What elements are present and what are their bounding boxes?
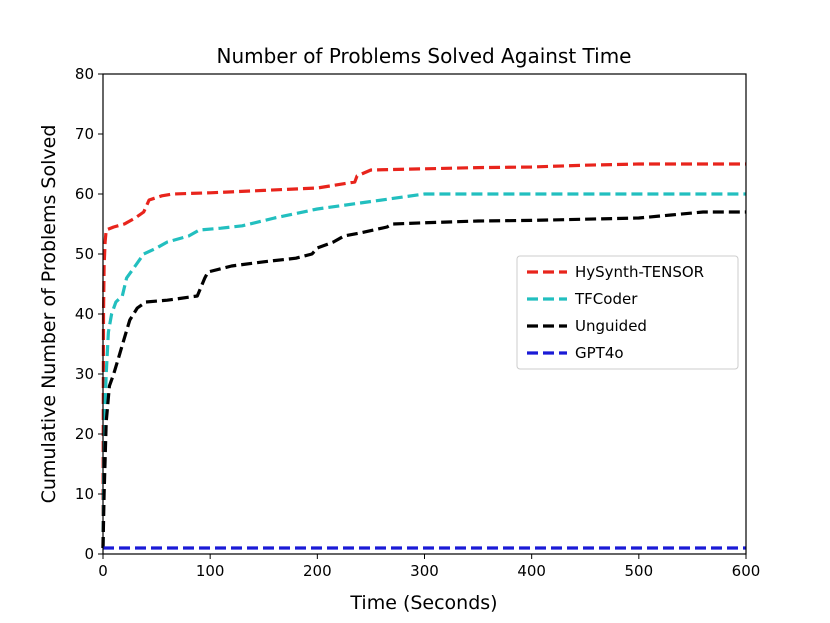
y-tick-label: 60 [75, 185, 94, 203]
x-axis-title: Time (Seconds) [349, 592, 497, 614]
y-axis: 0 10 20 30 40 50 60 70 80 [75, 65, 103, 563]
legend-label-hysynth-tensor: HySynth-TENSOR [575, 263, 704, 281]
chart-title: Number of Problems Solved Against Time [217, 44, 632, 68]
series-layer [101, 162, 746, 550]
x-tick-label: 500 [625, 562, 654, 580]
legend-label-unguided: Unguided [575, 317, 647, 335]
y-axis-title: Cumulative Number of Problems Solved [38, 125, 60, 504]
y-tick-label: 20 [75, 425, 94, 443]
legend-label-tfcoder: TFCoder [574, 290, 638, 308]
y-tick-label: 50 [75, 245, 94, 263]
series-line-unguided [101, 210, 746, 549]
legend: HySynth-TENSOR TFCoder Unguided GPT4o [516, 255, 739, 370]
y-tick-label: 70 [75, 125, 94, 143]
y-tick-label: 80 [75, 65, 94, 83]
x-tick-label: 400 [517, 562, 546, 580]
x-axis: 0 100 200 300 400 500 600 [98, 554, 760, 580]
series-line-hysynth-tensor [101, 162, 746, 549]
x-tick-label: 300 [410, 562, 439, 580]
y-tick-label: 10 [75, 485, 94, 503]
y-tick-label: 30 [75, 365, 94, 383]
x-tick-label: 200 [303, 562, 332, 580]
y-tick-label: 40 [75, 305, 94, 323]
series-line-tfcoder [101, 192, 746, 549]
x-tick-label: 600 [732, 562, 761, 580]
x-tick-label: 100 [196, 562, 225, 580]
x-tick-label: 0 [98, 562, 108, 580]
legend-label-gpt4o: GPT4o [575, 344, 624, 362]
legend-frame [516, 255, 739, 370]
y-tick-label: 0 [84, 545, 94, 563]
